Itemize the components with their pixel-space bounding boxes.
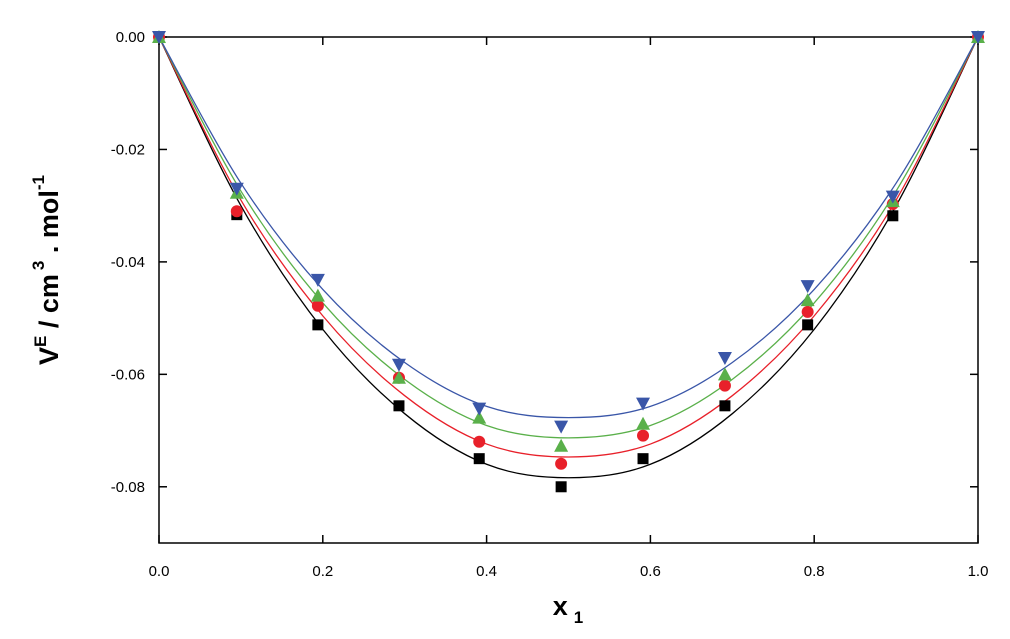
- point: [555, 481, 567, 493]
- point: [230, 205, 243, 218]
- point: [554, 438, 569, 452]
- point: [312, 319, 324, 331]
- y-label-sup: -1: [29, 175, 48, 190]
- point: [229, 182, 244, 196]
- point: [718, 379, 731, 392]
- point: [717, 367, 732, 381]
- x-tick-label: 0.6: [640, 563, 661, 580]
- point: [393, 400, 405, 412]
- point: [555, 457, 568, 470]
- y-label-part: . mol: [34, 190, 64, 261]
- point: [636, 397, 651, 411]
- fit-curve: [158, 36, 979, 458]
- x-tick-label: 0.2: [312, 563, 333, 580]
- x-tick-label: 0.0: [149, 563, 170, 580]
- y-tick-label: -0.06: [111, 366, 145, 383]
- y-label-sup: 3: [29, 261, 48, 270]
- fit-curve: [158, 36, 979, 439]
- point: [637, 429, 650, 442]
- y-label-sup: E: [31, 336, 50, 347]
- point: [717, 352, 732, 366]
- point: [310, 273, 325, 287]
- point: [391, 358, 406, 372]
- x-tick-label: 1.0: [968, 563, 989, 580]
- point: [800, 293, 815, 307]
- point: [887, 210, 899, 222]
- point: [311, 299, 324, 312]
- point: [637, 453, 649, 465]
- point: [473, 435, 486, 448]
- y-label-part: / cm: [34, 274, 64, 336]
- y-label-part: V: [34, 347, 64, 365]
- point: [802, 319, 814, 331]
- point: [719, 400, 731, 412]
- x-tick-label: 0.8: [804, 563, 825, 580]
- x-tick-label: 0.4: [476, 563, 497, 580]
- y-tick-label: 0.00: [116, 29, 145, 46]
- point: [473, 453, 485, 465]
- y-tick-label: -0.02: [111, 141, 145, 158]
- fit-curve: [158, 36, 979, 479]
- point: [554, 420, 569, 434]
- point: [801, 305, 814, 318]
- point: [391, 370, 406, 384]
- y-axis-label: VE / cm 3 . mol-1: [29, 175, 64, 365]
- point: [971, 31, 985, 44]
- point: [885, 190, 900, 204]
- point: [800, 280, 815, 294]
- point: [152, 31, 166, 44]
- point: [310, 288, 325, 302]
- point: [472, 402, 487, 416]
- y-tick-label: -0.04: [111, 254, 145, 271]
- x-label-sub: 1: [574, 608, 583, 627]
- plot-frame: [158, 36, 979, 544]
- point: [636, 416, 651, 430]
- y-tick-label: -0.08: [111, 479, 145, 496]
- x-label-main: x: [553, 591, 568, 621]
- point: [472, 410, 487, 424]
- fit-curve: [158, 36, 979, 419]
